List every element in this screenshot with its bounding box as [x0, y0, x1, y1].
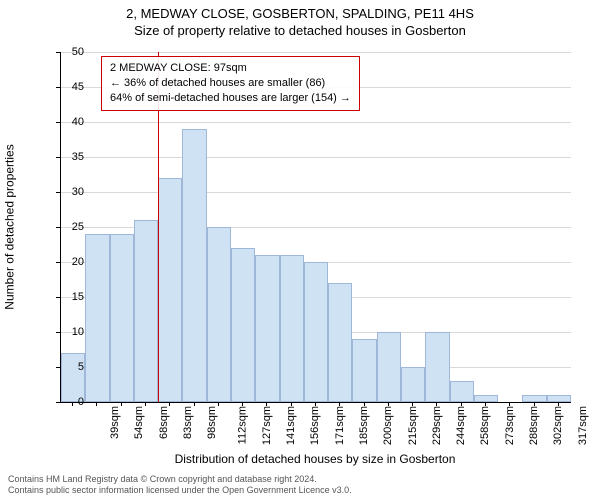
y-tick-mark [56, 157, 60, 158]
info-box-line: ← 36% of detached houses are smaller (86… [110, 76, 351, 91]
x-tick-label: 215sqm [407, 406, 419, 445]
x-tick-label: 98sqm [206, 406, 218, 439]
histogram-bar [352, 339, 376, 402]
x-tick-mark [339, 402, 340, 406]
x-tick-label: 171sqm [334, 406, 346, 445]
x-tick-mark [218, 402, 219, 406]
gridline [61, 52, 571, 53]
info-box-line: 2 MEDWAY CLOSE: 97sqm [110, 61, 351, 76]
gridline [61, 122, 571, 123]
histogram-bar [522, 395, 546, 402]
histogram-bar [231, 248, 255, 402]
y-tick-mark [56, 402, 60, 403]
info-box: 2 MEDWAY CLOSE: 97sqm← 36% of detached h… [101, 56, 360, 111]
x-tick-label: 156sqm [310, 406, 322, 445]
x-tick-mark [96, 402, 97, 406]
x-tick-mark [121, 402, 122, 406]
y-tick-mark [56, 87, 60, 88]
chart-subtitle: Size of property relative to detached ho… [0, 23, 600, 40]
x-tick-label: 288sqm [528, 406, 540, 445]
footer-line-1: Contains HM Land Registry data © Crown c… [8, 474, 352, 485]
x-axis-title: Distribution of detached houses by size … [60, 452, 570, 466]
gridline [61, 157, 571, 158]
x-tick-label: 317sqm [577, 406, 589, 445]
histogram-bar [328, 283, 352, 402]
histogram-bar [547, 395, 571, 402]
footer-attribution: Contains HM Land Registry data © Crown c… [8, 474, 352, 496]
y-tick-mark [56, 297, 60, 298]
histogram-bar [158, 178, 182, 402]
x-tick-mark [436, 402, 437, 406]
histogram-bar [450, 381, 474, 402]
histogram-bar [280, 255, 304, 402]
x-tick-mark [558, 402, 559, 406]
y-tick-mark [56, 122, 60, 123]
histogram-bar [207, 227, 231, 402]
x-tick-label: 185sqm [358, 406, 370, 445]
histogram-bar [377, 332, 401, 402]
x-tick-label: 141sqm [285, 406, 297, 445]
x-tick-label: 68sqm [158, 406, 170, 439]
x-tick-label: 127sqm [261, 406, 273, 445]
gridline [61, 192, 571, 193]
x-tick-mark [291, 402, 292, 406]
x-tick-mark [266, 402, 267, 406]
histogram-bar [110, 234, 134, 402]
x-tick-mark [509, 402, 510, 406]
histogram-bar [474, 395, 498, 402]
histogram-bar [134, 220, 158, 402]
x-tick-label: 54sqm [133, 406, 145, 439]
x-tick-label: 302sqm [552, 406, 564, 445]
plot-area: 2 MEDWAY CLOSE: 97sqm← 36% of detached h… [60, 52, 571, 403]
histogram-bar [85, 234, 109, 402]
x-tick-label: 229sqm [431, 406, 443, 445]
x-tick-label: 39sqm [109, 406, 121, 439]
x-tick-label: 244sqm [455, 406, 467, 445]
x-tick-mark [534, 402, 535, 406]
y-tick-mark [56, 262, 60, 263]
x-tick-label: 112sqm [236, 406, 248, 444]
x-tick-label: 273sqm [504, 406, 516, 445]
x-tick-mark [72, 402, 73, 406]
x-tick-mark [145, 402, 146, 406]
histogram-bar [182, 129, 206, 402]
chart-title: 2, MEDWAY CLOSE, GOSBERTON, SPALDING, PE… [0, 0, 600, 23]
x-tick-mark [485, 402, 486, 406]
histogram-bar [255, 255, 279, 402]
x-tick-mark [412, 402, 413, 406]
x-tick-mark [169, 402, 170, 406]
chart-container: 2, MEDWAY CLOSE, GOSBERTON, SPALDING, PE… [0, 0, 600, 500]
x-tick-label: 200sqm [382, 406, 394, 445]
histogram-bar [401, 367, 425, 402]
y-tick-mark [56, 52, 60, 53]
histogram-bar [425, 332, 449, 402]
x-tick-mark [242, 402, 243, 406]
y-axis-title: Number of detached properties [2, 52, 18, 402]
y-tick-mark [56, 192, 60, 193]
y-tick-mark [56, 367, 60, 368]
y-tick-mark [56, 227, 60, 228]
x-tick-label: 83sqm [182, 406, 194, 439]
x-tick-mark [194, 402, 195, 406]
histogram-bar [304, 262, 328, 402]
y-tick-mark [56, 332, 60, 333]
x-tick-mark [388, 402, 389, 406]
footer-line-2: Contains public sector information licen… [8, 485, 352, 496]
x-tick-mark [364, 402, 365, 406]
info-box-line: 64% of semi-detached houses are larger (… [110, 91, 351, 106]
x-tick-label: 258sqm [480, 406, 492, 445]
x-tick-mark [461, 402, 462, 406]
x-tick-mark [315, 402, 316, 406]
